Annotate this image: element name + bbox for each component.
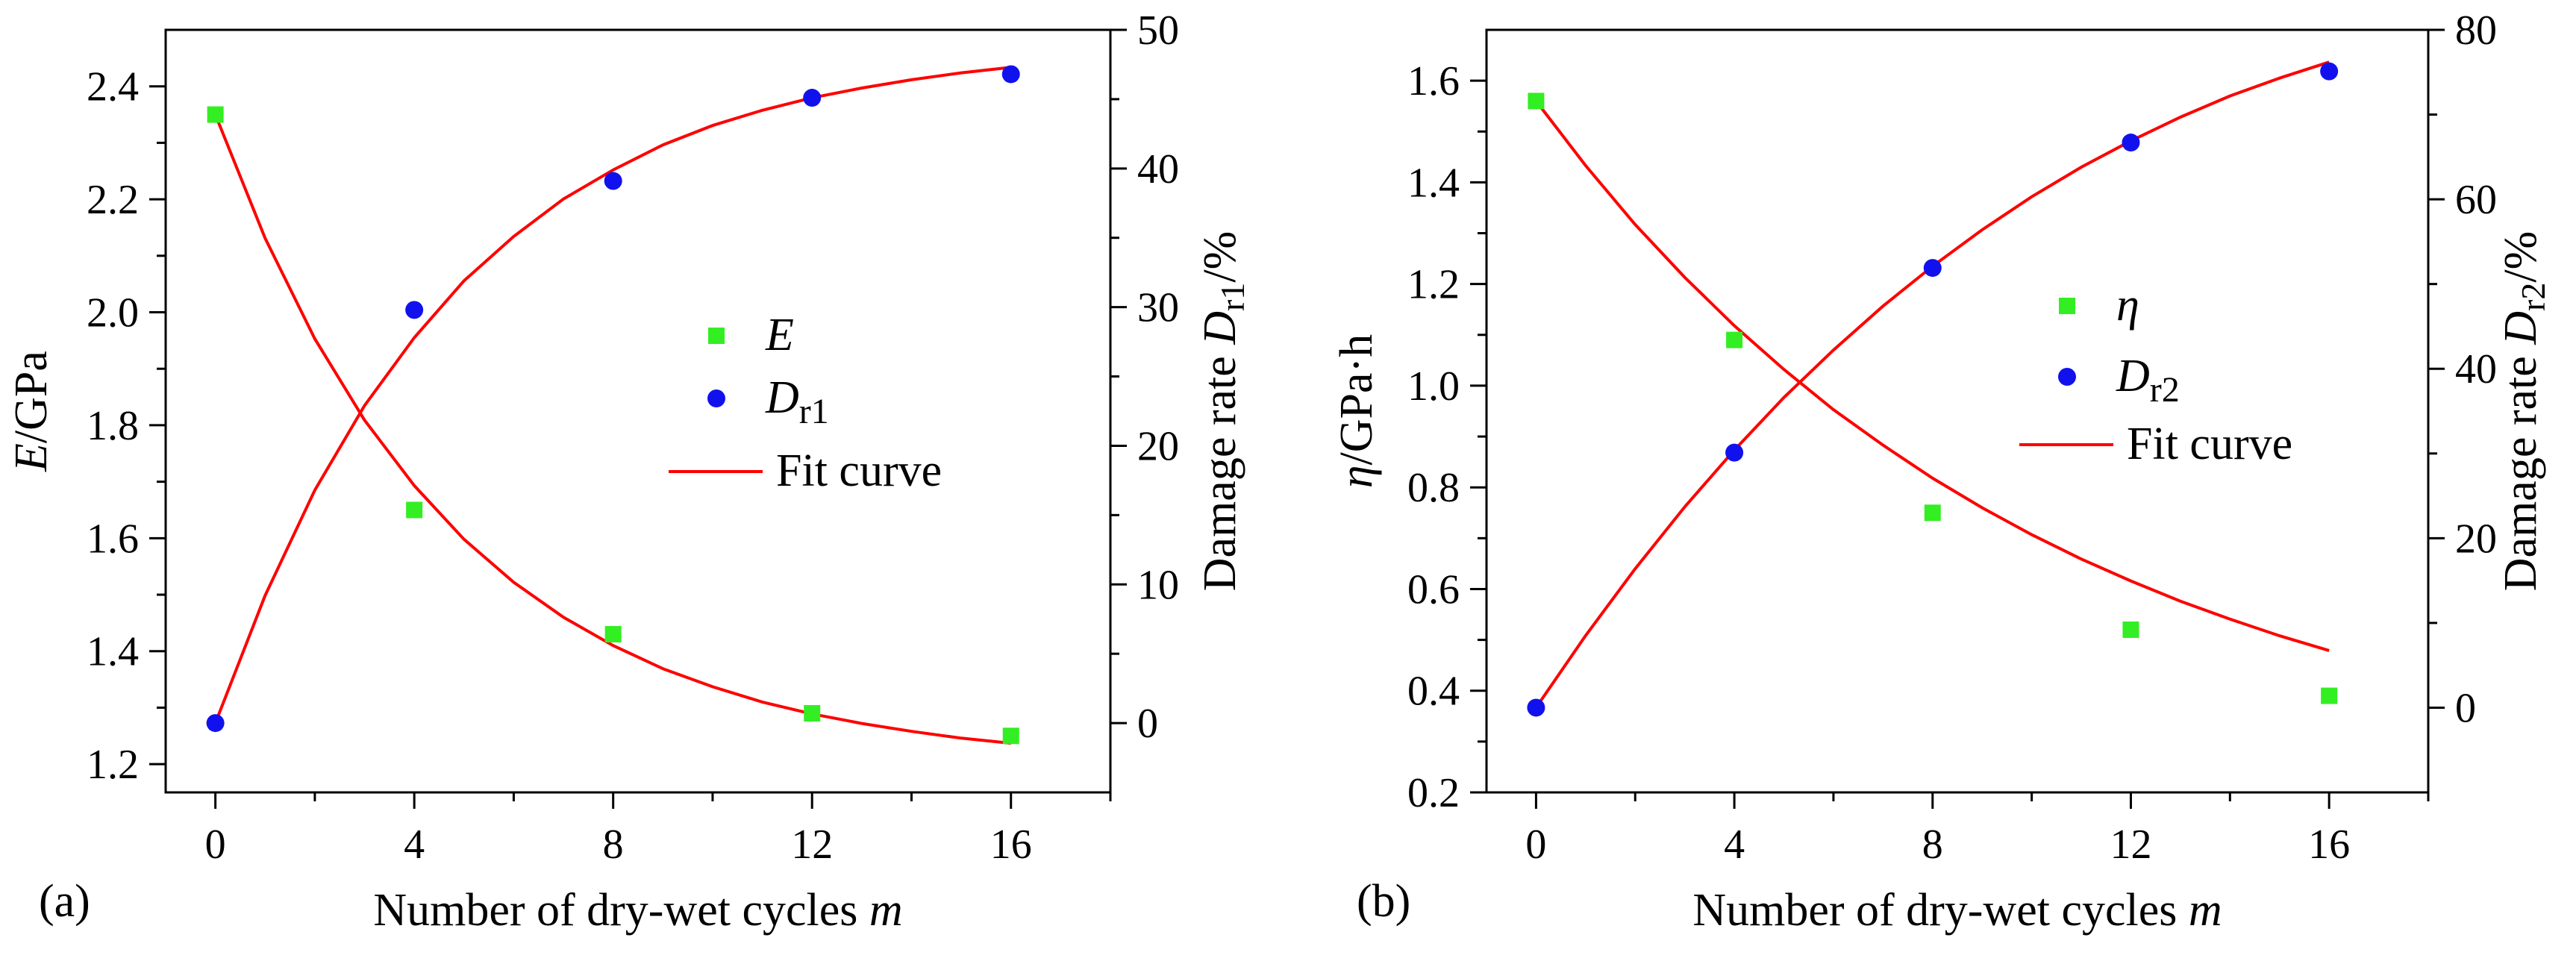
legend-marker-circle [707, 389, 725, 407]
y-tick-label: 1.2 [1407, 262, 1460, 308]
data-point-circle [1923, 259, 1942, 278]
data-point-square [1002, 727, 1019, 745]
y-axis-title: η/GPa·h [1331, 334, 1382, 488]
panel-a: 0 4 8 12 16 1.2 1.4 1.6 1.8 2.0 2.2 2.4 0 10 20 30 40 50 E… [6, 7, 1251, 936]
y-tick-label: 2.0 [87, 290, 139, 337]
y2-tick-label: 80 [2455, 7, 2497, 54]
data-point-circle [1725, 443, 1744, 462]
x-tick-label: 0 [205, 821, 226, 868]
y2-tick-label: 30 [1137, 285, 1179, 331]
y-tick-label: 1.4 [87, 629, 139, 675]
data-point-square [1528, 93, 1545, 110]
fit-curve-right [213, 66, 1011, 724]
data-point-circle [206, 714, 225, 733]
y2-tick-label: 0 [2455, 685, 2476, 731]
x-tick-label: 8 [1922, 821, 1943, 868]
legend-label-fit: Fit curve [776, 445, 942, 496]
legend: η Dr2 Fit curve [2019, 280, 2292, 469]
legend-marker-square [2059, 298, 2075, 314]
y-tick-label: 1.4 [1407, 160, 1460, 206]
y-tick-label: 2.4 [87, 64, 139, 110]
y2-tick-label: 20 [2455, 516, 2497, 562]
data-point-square [2122, 621, 2139, 638]
y2-tick-label: 40 [2455, 346, 2497, 392]
panel-label: (a) [39, 876, 90, 927]
y2-tick-label: 10 [1137, 562, 1179, 608]
data-point-circle [2122, 134, 2140, 152]
x-tick-label: 8 [603, 821, 624, 868]
y2-tick-label: 60 [2455, 177, 2497, 223]
y2-tick-label: 0 [1137, 701, 1158, 747]
x-tick-label: 0 [1525, 821, 1546, 868]
data-point-square [1924, 504, 1941, 522]
data-point-square [207, 106, 224, 123]
fit-curve-left [213, 113, 1011, 745]
y2-axis-title: Damage rate Dr1/% [1195, 231, 1251, 591]
x-tick-label: 4 [1724, 821, 1745, 868]
y-tick-label: 1.6 [1407, 58, 1460, 104]
data-point-square [604, 626, 622, 643]
legend-label-1: η [2116, 280, 2139, 331]
data-point-square [1726, 331, 1743, 348]
y-tick-label: 0.8 [1407, 465, 1460, 511]
x-tick-label: 12 [791, 821, 833, 868]
data-point-circle [1527, 698, 1545, 717]
x-tick-label: 4 [404, 821, 425, 868]
legend-marker-square [708, 328, 725, 344]
x-axis-title: Number of dry-wet cycles m [373, 885, 902, 936]
data-point-circle [803, 89, 822, 107]
y2-tick-label: 50 [1137, 7, 1179, 54]
y-tick-label: 1.8 [87, 403, 139, 449]
plot-frame [164, 28, 1112, 794]
y-tick-label: 1.2 [87, 742, 139, 788]
data-point-square [804, 705, 821, 722]
data-point-square [2321, 687, 2338, 704]
panel-b: 0 4 8 12 16 0.2 0.4 0.6 0.8 1.0 1.2 1.4 1.6 0 20 40 60 80… [1331, 7, 2552, 936]
legend-label-2: Dr2 [2116, 351, 2180, 410]
y2-tick-label: 40 [1137, 146, 1179, 193]
y-tick-label: 2.2 [87, 177, 139, 223]
y2-axis-title: Damage rate Dr2/% [2495, 231, 2552, 591]
data-point-square [406, 501, 423, 519]
fit-curve-left [1534, 100, 2330, 652]
x-tick-label: 12 [2110, 821, 2151, 868]
legend-label-fit: Fit curve [2127, 419, 2292, 469]
legend-label-2: Dr1 [765, 372, 829, 431]
data-point-circle [2320, 62, 2339, 81]
legend: E Dr1 Fit curve [669, 310, 942, 496]
y2-tick-label: 20 [1137, 423, 1179, 469]
panel-label: (b) [1357, 876, 1410, 927]
plot-frame [1485, 28, 2430, 794]
x-tick-label: 16 [2308, 821, 2350, 868]
x-tick-label: 16 [990, 821, 1032, 868]
legend-label-1: E [765, 310, 794, 360]
y-tick-label: 0.4 [1407, 669, 1460, 715]
y-axis-title: E/GPa [6, 351, 57, 472]
data-point-circle [405, 301, 424, 319]
data-point-circle [604, 172, 622, 190]
y-tick-label: 0.6 [1407, 566, 1460, 613]
y-tick-label: 0.2 [1407, 770, 1460, 816]
y-tick-label: 1.6 [87, 516, 139, 562]
y-tick-label: 1.0 [1407, 363, 1460, 410]
data-point-circle [1001, 65, 1020, 84]
legend-marker-circle [2058, 368, 2076, 386]
x-axis-title: Number of dry-wet cycles m [1692, 885, 2222, 936]
